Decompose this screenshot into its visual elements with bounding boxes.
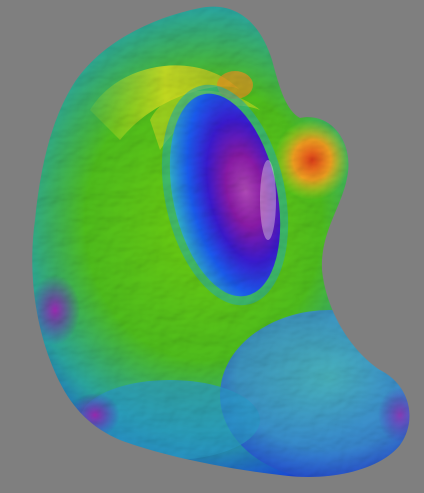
page: {} [32,6,410,477]
render-view [32,6,410,477]
